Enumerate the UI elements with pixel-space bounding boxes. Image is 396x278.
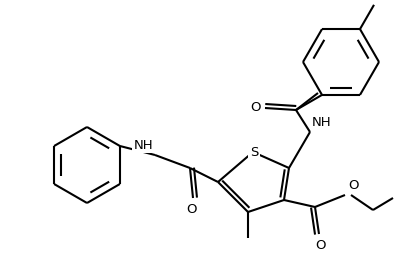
Text: O: O (251, 101, 261, 113)
Text: O: O (348, 179, 358, 192)
Text: O: O (315, 239, 325, 252)
Text: S: S (250, 145, 258, 158)
Text: NH: NH (312, 116, 331, 129)
Text: O: O (186, 203, 196, 216)
Text: NH: NH (133, 139, 153, 152)
